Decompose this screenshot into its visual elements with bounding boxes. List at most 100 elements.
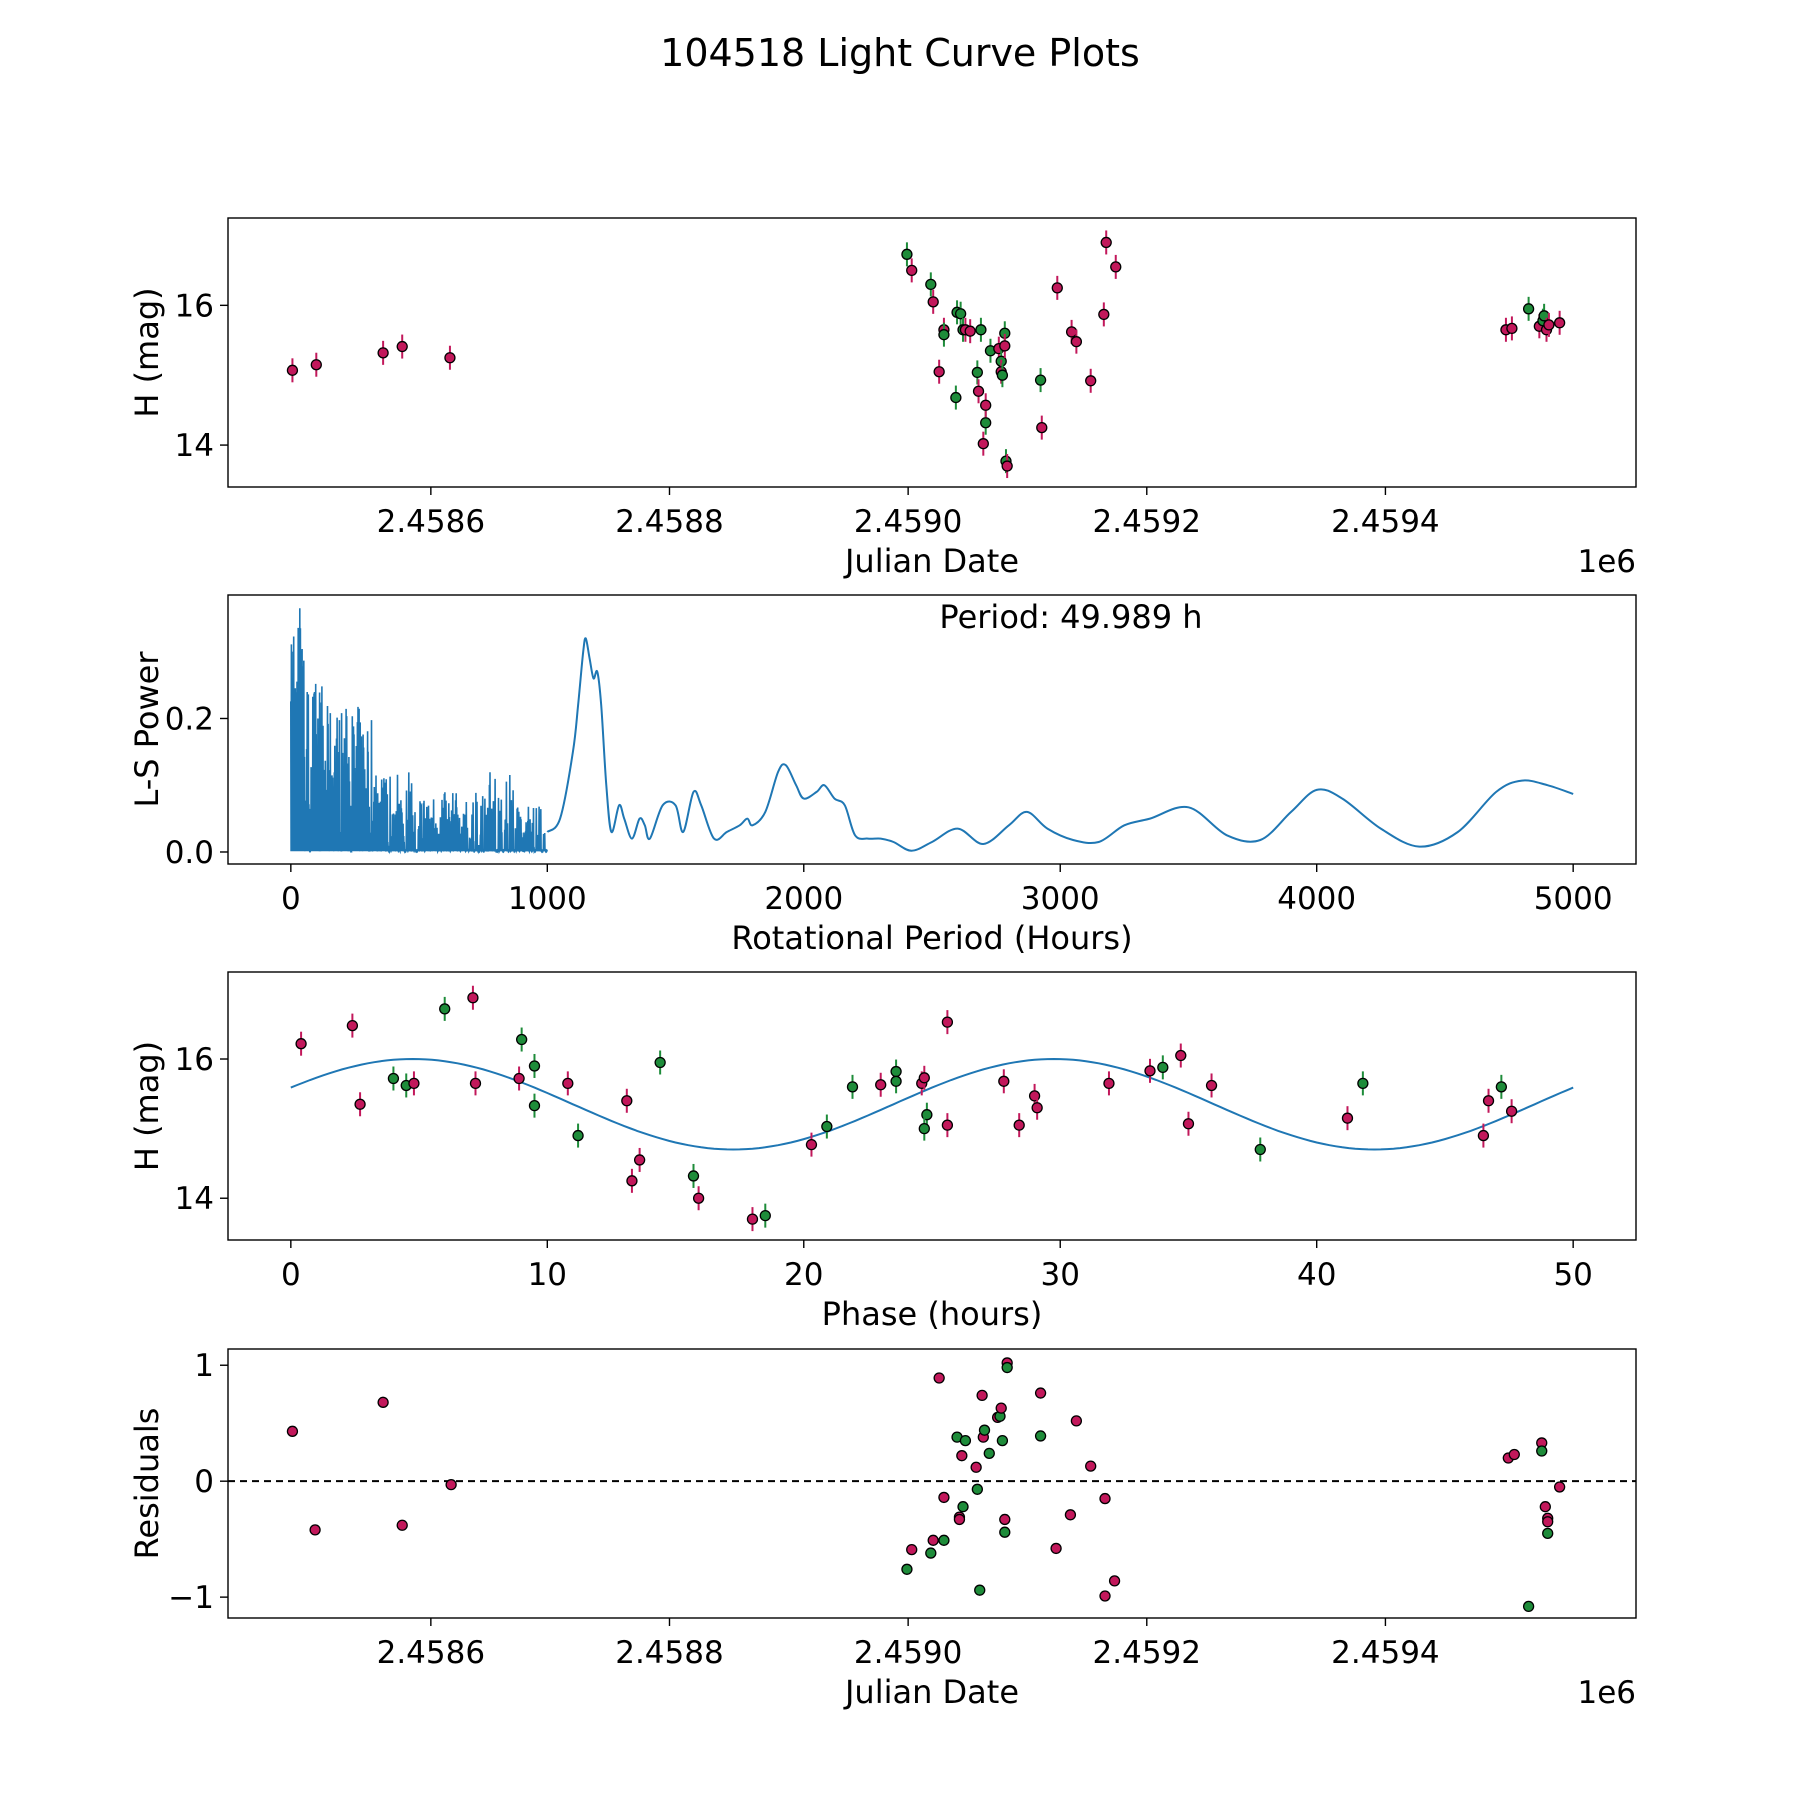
data-point <box>528 1060 541 1072</box>
panel-phased-curve: 0 10 20 30 40 50 14 16 Phase (hours) H (mag) <box>128 971 1637 1333</box>
data-point <box>846 1081 859 1093</box>
data-point <box>1482 1095 1495 1107</box>
data-point <box>976 1389 988 1402</box>
x-tick-label: 2.4592 <box>1093 504 1201 540</box>
data-point <box>1050 1542 1062 1555</box>
data-point <box>978 1424 991 1436</box>
data-point <box>953 1513 966 1526</box>
data-point <box>938 1491 950 1504</box>
data-point <box>377 347 389 359</box>
data-point <box>1542 1516 1554 1528</box>
data-point <box>980 417 992 429</box>
x-tick-label: 2.4588 <box>615 1635 723 1671</box>
data-point <box>1110 261 1122 273</box>
data-point <box>1099 1590 1111 1602</box>
y-tick-label: 16 <box>175 288 214 324</box>
data-point <box>941 1119 954 1131</box>
data-point <box>1542 1527 1554 1540</box>
data-point <box>467 992 479 1004</box>
data-point <box>692 1192 705 1204</box>
data-point <box>1065 326 1078 338</box>
data-point <box>959 1434 972 1447</box>
y-tick-label: 14 <box>175 1181 214 1217</box>
x-tick-label: 2000 <box>764 881 843 917</box>
data-point <box>562 1077 574 1090</box>
data-point <box>983 1447 995 1460</box>
data-point <box>1103 1077 1115 1090</box>
data-point <box>516 1033 528 1046</box>
data-point <box>957 1501 969 1513</box>
data-point <box>1034 374 1047 386</box>
y-tick-label: 0 <box>194 1464 214 1500</box>
x-axis-label: Julian Date <box>843 542 1019 580</box>
data-point <box>1553 1481 1566 1493</box>
data-point <box>626 1175 638 1187</box>
x-tick-label: 3000 <box>1021 881 1100 917</box>
y-axis-label: L-S Power <box>128 651 166 808</box>
data-point <box>1064 1509 1077 1521</box>
data-point <box>469 1077 482 1090</box>
y-tick-label: −1 <box>168 1580 214 1616</box>
data-point <box>1051 282 1063 294</box>
data-point <box>901 248 913 260</box>
data-point <box>1085 375 1097 387</box>
axes-frame <box>227 1348 1637 1619</box>
panel-light-curve: 2.4586 2.4588 2.4590 2.4592 2.4594 14 16 Julian… <box>128 217 1637 580</box>
data-point <box>1495 1081 1508 1093</box>
x-tick-label: 2.4590 <box>854 504 962 540</box>
y-axis-label: Residuals <box>128 1408 166 1560</box>
data-point <box>1034 1387 1047 1399</box>
data-point <box>999 340 1011 352</box>
data-point <box>1522 1600 1535 1613</box>
y-axis-label: H (mag) <box>128 287 166 417</box>
data-point <box>310 359 322 371</box>
y-tick-label: 0.2 <box>165 701 214 737</box>
data-point <box>1144 1065 1156 1077</box>
x-tick-label: 30 <box>1041 1257 1080 1293</box>
data-point <box>528 1100 541 1112</box>
x-tick-label: 2.4594 <box>1331 504 1439 540</box>
axes-frame <box>227 594 1637 865</box>
data-point <box>933 366 945 378</box>
data-point <box>956 1450 968 1462</box>
x-tick-label: 50 <box>1553 1257 1592 1293</box>
data-point <box>295 1038 307 1050</box>
period-annotation: Period: 49.989 h <box>939 598 1202 636</box>
data-point <box>309 1524 321 1536</box>
data-point <box>938 329 950 341</box>
data-point <box>346 1019 359 1032</box>
y-tick-label: 16 <box>175 1042 214 1078</box>
data-point <box>1182 1118 1195 1130</box>
data-point <box>408 1077 420 1090</box>
x-tick-label: 0 <box>281 881 301 917</box>
x-tick-label: 2.4594 <box>1331 1635 1439 1671</box>
data-point <box>633 1154 646 1166</box>
data-point <box>938 1534 950 1546</box>
data-point <box>996 1434 1009 1447</box>
data-point <box>1036 421 1048 434</box>
data-point <box>621 1095 633 1107</box>
data-point <box>1108 1575 1121 1587</box>
data-point <box>1034 1430 1047 1442</box>
data-point <box>890 1075 902 1087</box>
x-axis-label: Rotational Period (Hours) <box>731 919 1132 957</box>
data-point <box>1508 1448 1520 1461</box>
data-point <box>1157 1061 1169 1074</box>
data-point <box>1031 1102 1043 1114</box>
y-tick-label: 14 <box>175 428 214 464</box>
data-point <box>918 1122 930 1135</box>
data-point <box>286 364 299 376</box>
data-point <box>950 391 962 404</box>
data-point <box>977 438 989 450</box>
data-point <box>971 366 983 379</box>
data-point <box>1070 1415 1083 1427</box>
panel-residuals: 2.4586 2.4588 2.4590 2.4592 2.4594 −1 0 1 Julian… <box>128 1348 1637 1711</box>
data-point <box>1341 1112 1354 1124</box>
x-tick-label: 5000 <box>1534 881 1613 917</box>
data-point <box>1254 1143 1266 1156</box>
data-point <box>572 1129 584 1142</box>
data-point <box>377 1396 389 1408</box>
x-axis-label: Julian Date <box>843 1673 1019 1711</box>
data-point <box>970 1461 982 1473</box>
